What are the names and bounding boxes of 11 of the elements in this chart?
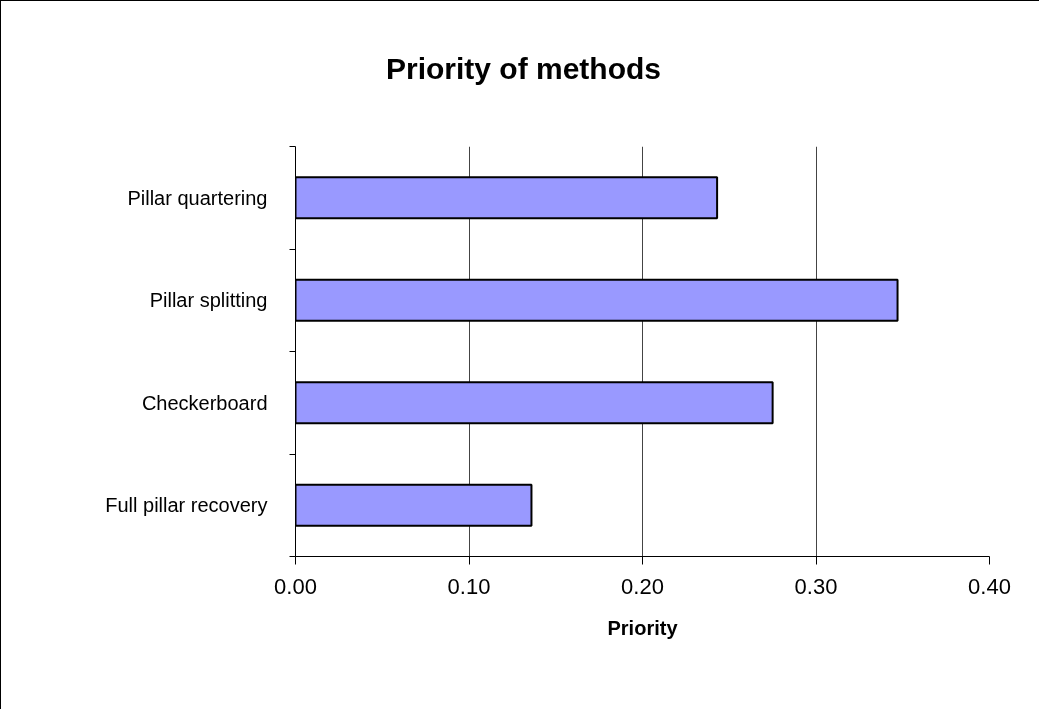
x-tick-label: 0.30 xyxy=(794,573,838,599)
chart-title: Priority of methods xyxy=(385,51,662,87)
x-tick-label: 0.00 xyxy=(274,573,317,599)
y-tick-label: Pillar quartering xyxy=(127,186,268,209)
y-tick-label: Full pillar recovery xyxy=(105,494,268,517)
x-tick-label: 0.20 xyxy=(621,573,664,599)
x-tick-label: 0.40 xyxy=(968,573,1011,599)
y-tick-label: Checkerboard xyxy=(141,391,268,414)
x-tick-label: 0.10 xyxy=(447,573,491,599)
x-axis-title: Priority xyxy=(607,616,679,639)
y-tick-label: Pillar splitting xyxy=(149,289,268,312)
